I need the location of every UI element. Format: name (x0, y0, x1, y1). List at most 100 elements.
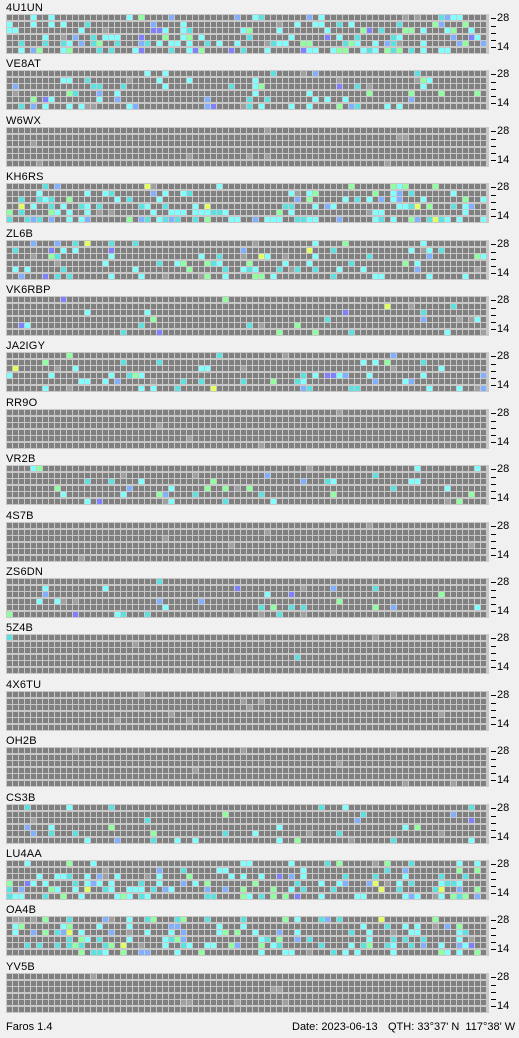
heatmap-cell (205, 330, 210, 335)
heatmap-cell (331, 161, 336, 166)
heatmap-cell (271, 41, 276, 46)
heatmap-cell (349, 148, 354, 153)
heatmap-cell (241, 274, 246, 279)
heatmap-cell (481, 204, 486, 209)
heatmap-cell (85, 104, 90, 109)
heatmap-cell (247, 161, 252, 166)
heatmap-cell (451, 15, 456, 20)
heatmap-cell (109, 261, 114, 266)
heatmap-cell (241, 28, 246, 33)
heatmap-cell (211, 15, 216, 20)
heatmap-cell (349, 366, 354, 371)
heatmap-cell (139, 191, 144, 196)
heatmap-cell (307, 373, 312, 378)
heatmap-cell (343, 141, 348, 146)
heatmap-cell (145, 373, 150, 378)
heatmap-cell (85, 128, 90, 133)
heatmap-cell (19, 197, 24, 202)
heatmap-cell (175, 261, 180, 266)
heatmap-cell (301, 154, 306, 159)
heatmap-cell (91, 360, 96, 365)
heatmap-cell (337, 78, 342, 83)
heatmap-cell (415, 41, 420, 46)
heatmap-cell (217, 48, 222, 53)
heatmap-cell (301, 184, 306, 189)
heatmap-cell (157, 161, 162, 166)
heatmap-cell (403, 353, 408, 358)
heatmap-cell (325, 135, 330, 140)
heatmap-cell (193, 254, 198, 259)
heatmap-cell (433, 204, 438, 209)
heatmap-cell (337, 304, 342, 309)
heatmap-cell (259, 267, 264, 272)
heatmap-cell (157, 48, 162, 53)
heatmap-cell (181, 353, 186, 358)
heatmap-cell (103, 310, 108, 315)
heatmap-cell (13, 148, 18, 153)
heatmap-cell (211, 154, 216, 159)
heatmap-cell (211, 366, 216, 371)
heatmap-cell (133, 330, 138, 335)
heatmap-cell (49, 197, 54, 202)
heatmap-cell (277, 330, 282, 335)
heatmap-cell (307, 28, 312, 33)
heatmap-cell (157, 373, 162, 378)
heatmap-cell (421, 379, 426, 384)
heatmap-cell (349, 78, 354, 83)
heatmap-cell (229, 248, 234, 253)
heatmap-cell (37, 317, 42, 322)
heatmap-cell (265, 91, 270, 96)
heatmap-cell (193, 135, 198, 140)
heatmap-cell (253, 304, 258, 309)
heatmap-cell (127, 35, 132, 40)
heatmap-cell (235, 204, 240, 209)
heatmap-cell (457, 48, 462, 53)
heatmap-cell (283, 104, 288, 109)
heatmap-cell (205, 84, 210, 89)
heatmap-cell (61, 317, 66, 322)
heatmap-cell (97, 148, 102, 153)
heatmap-cell (151, 360, 156, 365)
heatmap-cell (55, 241, 60, 246)
heatmap-cell (211, 184, 216, 189)
heatmap-cell (283, 241, 288, 246)
heatmap-cell (157, 274, 162, 279)
heatmap-cell (175, 184, 180, 189)
heatmap-cell (61, 217, 66, 222)
heatmap-cell (289, 379, 294, 384)
heatmap-cell (421, 204, 426, 209)
heatmap-cell (151, 148, 156, 153)
heatmap-cell (367, 84, 372, 89)
heatmap-cell (73, 148, 78, 153)
heatmap-cell (325, 248, 330, 253)
heatmap-cell (283, 191, 288, 196)
heatmap-cell (127, 248, 132, 253)
heatmap-cell (205, 148, 210, 153)
heatmap-cell (151, 78, 156, 83)
heatmap-cell (151, 373, 156, 378)
heatmap-cell (61, 386, 66, 391)
heatmap-cell (481, 261, 486, 266)
heatmap-cell (217, 330, 222, 335)
heatmap-cell (235, 28, 240, 33)
heatmap-cell (85, 248, 90, 253)
heatmap-cell (121, 304, 126, 309)
heatmap-cell (241, 386, 246, 391)
heatmap-cell (445, 104, 450, 109)
heatmap-cell (37, 353, 42, 358)
scale-bottom-label: 14 (497, 380, 509, 391)
heatmap-cell (343, 360, 348, 365)
heatmap-cell (433, 241, 438, 246)
heatmap-cell (415, 71, 420, 76)
heatmap-cell (301, 78, 306, 83)
heatmap-cell (49, 310, 54, 315)
heatmap-cell (469, 317, 474, 322)
heatmap-cell (403, 373, 408, 378)
heatmap-cell (415, 148, 420, 153)
heatmap-cell (271, 317, 276, 322)
heatmap-cell (481, 317, 486, 322)
heatmap-cell (121, 104, 126, 109)
heatmap-cell (271, 386, 276, 391)
heatmap-cell (253, 28, 258, 33)
heatmap-cell (145, 161, 150, 166)
